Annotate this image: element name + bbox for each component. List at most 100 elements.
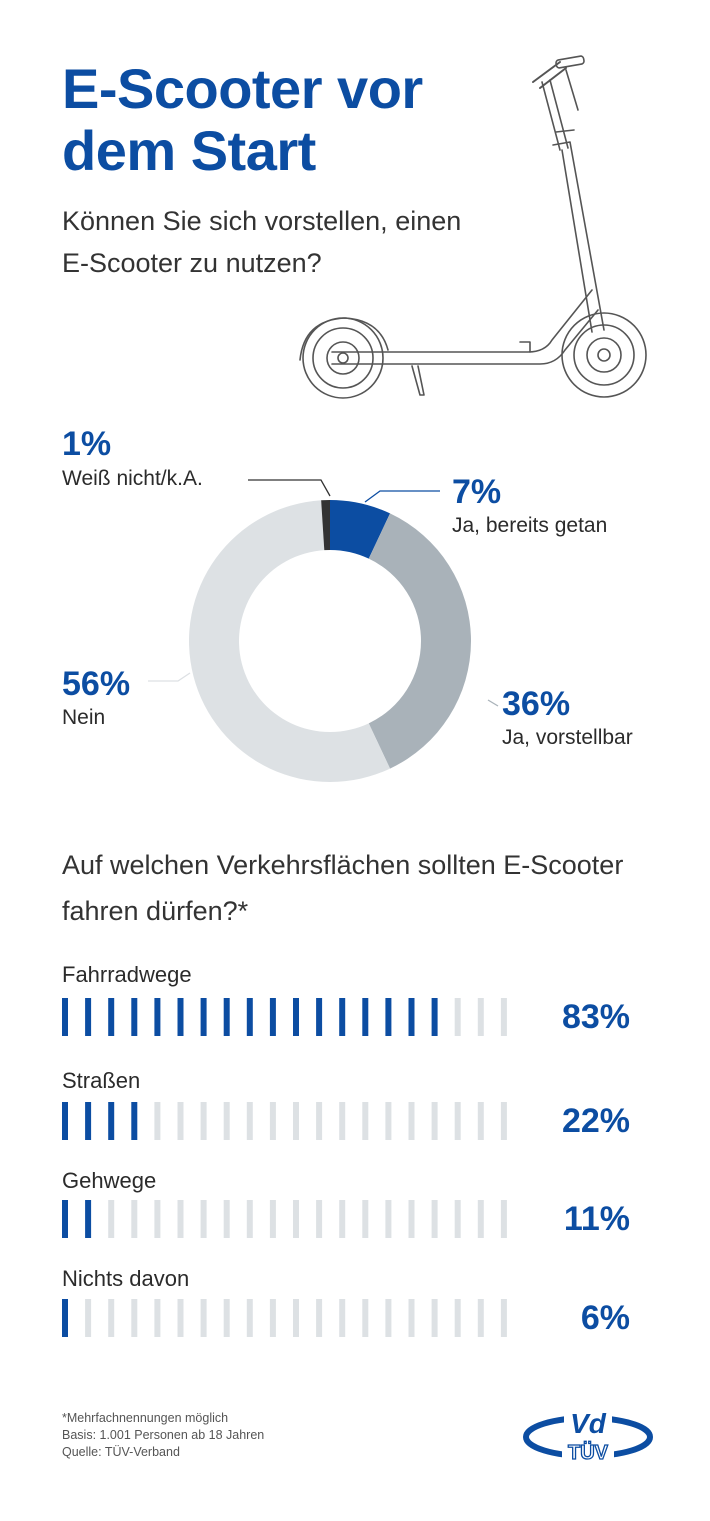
e-scooter-illustration	[299, 55, 647, 399]
vdtuev-logo: Vd TÜV	[523, 1408, 653, 1465]
slice-label-ja-bereits: Ja, bereits getan	[452, 514, 608, 537]
bar-fahrradwege	[62, 998, 507, 1036]
bar-segment-fahrradwege-10	[269, 998, 276, 1036]
bar-segment-gehwege-20	[500, 1200, 507, 1238]
bar-segment-nichts-davon-5	[154, 1299, 161, 1337]
bar-segment-fahrradwege-3	[108, 998, 115, 1036]
bar-segment-nichts-davon-3	[108, 1299, 115, 1337]
bar-segment-gehwege-2	[85, 1200, 92, 1238]
bar-segment-strassen-1	[62, 1102, 68, 1140]
bar-segment-gehwege-10	[269, 1200, 276, 1238]
bar-value-nichts-davon: 6%	[580, 1299, 630, 1337]
bar-segment-fahrradwege-11	[293, 998, 299, 1036]
bar-segment-fahrradwege-2	[85, 998, 92, 1036]
bar-segment-fahrradwege-8	[223, 998, 230, 1036]
bar-segment-fahrradwege-9	[246, 998, 253, 1036]
leader-line-ja-bereits	[364, 490, 440, 503]
bar-segment-strassen-20	[500, 1102, 507, 1140]
bar-segment-gehwege-1	[62, 1200, 68, 1238]
donut-slice-ja-bereits	[330, 500, 391, 559]
bar-segment-strassen-19	[477, 1102, 484, 1140]
footnote: *Mehrfachnennungen möglich Basis: 1.001 …	[62, 1410, 264, 1461]
bar-segment-nichts-davon-1	[62, 1299, 68, 1337]
leader-line-ja-vorstellbar	[487, 699, 499, 707]
bar-label-gehwege: Gehwege	[62, 1168, 157, 1193]
bar-segment-strassen-9	[246, 1102, 253, 1140]
bar-segment-nichts-davon-7	[200, 1299, 207, 1337]
bar-segment-gehwege-6	[177, 1200, 184, 1238]
bar-segment-strassen-15	[385, 1102, 392, 1140]
bar-segment-gehwege-15	[385, 1200, 392, 1238]
bar-segment-fahrradwege-18	[454, 998, 461, 1036]
bar-segment-strassen-5	[154, 1102, 161, 1140]
bar-segment-nichts-davon-9	[246, 1299, 253, 1337]
footnote-basis: Basis: 1.001 Personen ab 18 Jahren	[62, 1428, 265, 1442]
slice-value-nein: 56%	[62, 665, 131, 703]
bar-segment-fahrradwege-1	[62, 998, 68, 1036]
bar-segment-fahrradwege-5	[154, 998, 161, 1036]
bar-segment-fahrradwege-12	[316, 998, 323, 1036]
bar-segment-gehwege-17	[431, 1200, 438, 1238]
bar-segment-strassen-2	[85, 1102, 92, 1140]
bar-segment-gehwege-13	[339, 1200, 346, 1238]
bar-segment-nichts-davon-18	[454, 1299, 461, 1337]
bar-segment-nichts-davon-8	[223, 1299, 230, 1337]
bar-segment-strassen-8	[223, 1102, 230, 1140]
bar-segment-gehwege-3	[108, 1200, 115, 1238]
donut-slice-ja-vorstellbar	[368, 513, 472, 769]
bar-segment-fahrradwege-14	[362, 998, 369, 1036]
bar-segment-strassen-16	[408, 1102, 415, 1140]
bar-value-fahrradwege: 83%	[561, 998, 630, 1036]
leader-line-nein	[148, 672, 191, 682]
bar-segment-fahrradwege-7	[200, 998, 207, 1036]
slice-label-nein: Nein	[62, 706, 106, 729]
bar-strassen	[62, 1102, 507, 1140]
logo-bottom-text: TÜV	[568, 1441, 609, 1464]
bar-segment-nichts-davon-12	[316, 1299, 323, 1337]
bar-segment-fahrradwege-17	[431, 998, 438, 1036]
bar-segment-fahrradwege-13	[339, 998, 346, 1036]
leader-line-weiss-nicht	[248, 479, 331, 497]
bar-segment-nichts-davon-15	[385, 1299, 392, 1337]
bar-label-strassen: Straßen	[62, 1068, 141, 1093]
bar-segment-nichts-davon-17	[431, 1299, 438, 1337]
bar-segment-gehwege-12	[316, 1200, 323, 1238]
bar-segment-fahrradwege-6	[177, 998, 184, 1036]
bar-segment-gehwege-5	[154, 1200, 161, 1238]
bar-segment-nichts-davon-6	[177, 1299, 184, 1337]
bar-segment-gehwege-14	[362, 1200, 369, 1238]
bar-segment-nichts-davon-2	[85, 1299, 92, 1337]
slice-value-weiss-nicht: 1%	[62, 425, 112, 463]
bar-segment-nichts-davon-13	[339, 1299, 346, 1337]
bar-segment-strassen-14	[362, 1102, 369, 1140]
bar-segment-nichts-davon-16	[408, 1299, 415, 1337]
bar-value-gehwege: 11%	[563, 1200, 630, 1238]
bar-nichts-davon	[62, 1299, 507, 1337]
donut-chart	[148, 479, 499, 782]
bar-segment-nichts-davon-10	[269, 1299, 276, 1337]
donut-slice-weiss-nicht	[321, 500, 330, 551]
bar-gehwege	[62, 1200, 507, 1238]
donut-question: Können Sie sich vorstellen, einen E-Scoo…	[62, 206, 462, 278]
bar-segment-nichts-davon-14	[362, 1299, 369, 1337]
bar-segment-nichts-davon-20	[500, 1299, 507, 1337]
footnote-source: Quelle: TÜV-Verband	[62, 1445, 180, 1459]
bar-segment-strassen-18	[454, 1102, 461, 1140]
bar-segment-gehwege-19	[477, 1200, 484, 1238]
bar-segment-nichts-davon-11	[293, 1299, 299, 1337]
bar-segment-strassen-12	[316, 1102, 323, 1140]
bar-segment-strassen-10	[269, 1102, 276, 1140]
bar-segment-strassen-3	[108, 1102, 115, 1140]
bar-segment-fahrradwege-20	[500, 998, 507, 1036]
page-title: E-Scooter vor dem Start	[62, 57, 423, 182]
bar-chart-question: Auf welchen Verkehrsflächen sollten E-Sc…	[62, 850, 624, 926]
bar-segment-strassen-6	[177, 1102, 184, 1140]
bar-segment-fahrradwege-15	[385, 998, 392, 1036]
bar-segment-gehwege-9	[246, 1200, 253, 1238]
bar-segment-strassen-4	[131, 1102, 138, 1140]
donut-slice-nein	[189, 500, 391, 782]
bar-segment-gehwege-11	[293, 1200, 299, 1238]
slice-value-ja-vorstellbar: 36%	[502, 685, 571, 723]
bar-segment-gehwege-4	[131, 1200, 138, 1238]
footnote-multiple: *Mehrfachnennungen möglich	[62, 1411, 229, 1425]
